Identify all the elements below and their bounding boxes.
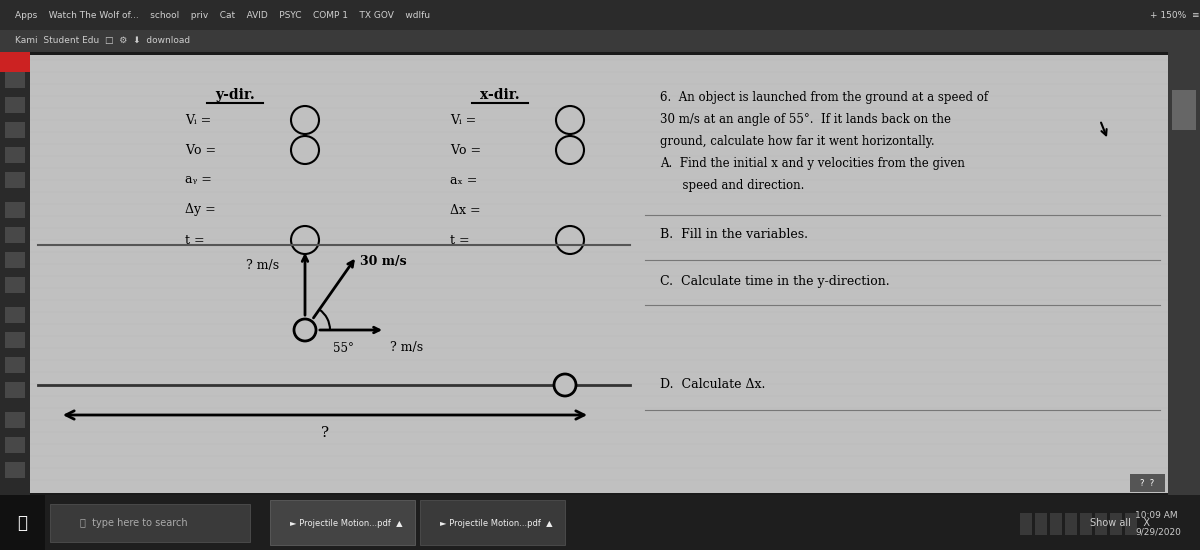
Text: ground, calculate how far it went horizontally.: ground, calculate how far it went horizo…	[660, 135, 935, 149]
Bar	[30, 55, 1168, 493]
Bar	[5, 97, 25, 113]
Bar	[5, 437, 25, 453]
Circle shape	[292, 106, 319, 134]
Bar	[1020, 513, 1032, 535]
Text: x-dir.: x-dir.	[480, 88, 520, 102]
Bar	[0, 52, 30, 72]
Bar	[0, 495, 1200, 550]
Bar	[1080, 513, 1092, 535]
Text: 30 m/s: 30 m/s	[360, 256, 407, 268]
Text: Apps    Watch The Wolf of...    school    priv    Cat    AVID    PSYC    COMP 1 : Apps Watch The Wolf of... school priv Ca…	[14, 12, 430, 20]
Bar	[5, 277, 25, 293]
Text: ► Projectile Motion...pdf  ▲: ► Projectile Motion...pdf ▲	[290, 519, 403, 527]
Text: 6.  An object is launched from the ground at a speed of: 6. An object is launched from the ground…	[660, 91, 988, 104]
Bar	[0, 0, 1200, 30]
Bar	[5, 307, 25, 323]
Bar	[420, 500, 565, 545]
Text: ⌕  type here to search: ⌕ type here to search	[80, 518, 187, 528]
Bar	[5, 172, 25, 188]
Text: speed and direction.: speed and direction.	[660, 179, 804, 192]
Text: + 150%  ≡: + 150% ≡	[1150, 12, 1200, 20]
Text: ⧉: ⧉	[17, 514, 28, 532]
Bar	[1034, 513, 1046, 535]
Bar	[5, 72, 25, 88]
Text: ? m/s: ? m/s	[390, 342, 424, 355]
Bar	[0, 30, 1200, 52]
Text: 9/29/2020: 9/29/2020	[1135, 527, 1181, 536]
Text: D.  Calculate Δx.: D. Calculate Δx.	[660, 378, 766, 392]
Circle shape	[556, 136, 584, 164]
Bar	[50, 504, 250, 542]
Bar	[1066, 513, 1078, 535]
Bar	[5, 462, 25, 478]
Bar	[5, 122, 25, 138]
Text: ► Projectile Motion...pdf  ▲: ► Projectile Motion...pdf ▲	[440, 519, 553, 527]
Text: ?  ?: ? ?	[1140, 478, 1154, 487]
Bar	[1126, 513, 1138, 535]
Bar	[5, 227, 25, 243]
Text: t =: t =	[450, 234, 469, 246]
Bar	[1130, 474, 1165, 492]
Bar	[5, 252, 25, 268]
Circle shape	[556, 106, 584, 134]
Circle shape	[292, 136, 319, 164]
Text: t =: t =	[185, 234, 205, 246]
Circle shape	[294, 319, 316, 341]
Circle shape	[556, 226, 584, 254]
Text: B.  Fill in the variables.: B. Fill in the variables.	[660, 228, 808, 241]
Bar	[0, 52, 30, 495]
Text: 55°: 55°	[334, 342, 354, 355]
Text: 30 m/s at an angle of 55°.  If it lands back on the: 30 m/s at an angle of 55°. If it lands b…	[660, 113, 952, 127]
Text: Kami  Student Edu  □  ⚙  ⬇  download: Kami Student Edu □ ⚙ ⬇ download	[14, 36, 190, 46]
Bar	[1172, 90, 1196, 130]
Text: Vᴏ =: Vᴏ =	[450, 144, 481, 157]
Text: aᵧ =: aᵧ =	[185, 173, 212, 186]
Bar	[1110, 513, 1122, 535]
Circle shape	[292, 226, 319, 254]
Text: Vᵢ =: Vᵢ =	[185, 113, 211, 127]
Bar	[1050, 513, 1062, 535]
Text: 10:09 AM: 10:09 AM	[1135, 510, 1177, 520]
Text: ? m/s: ? m/s	[246, 258, 280, 272]
Bar	[1168, 52, 1200, 495]
Bar	[5, 412, 25, 428]
Bar	[1096, 513, 1108, 535]
Bar	[5, 332, 25, 348]
Text: C.  Calculate time in the y-direction.: C. Calculate time in the y-direction.	[660, 276, 889, 289]
Bar	[5, 147, 25, 163]
Text: y-dir.: y-dir.	[215, 88, 254, 102]
Text: A.  Find the initial x and y velocities from the given: A. Find the initial x and y velocities f…	[660, 157, 965, 170]
Text: Δy =: Δy =	[185, 204, 216, 217]
Text: Vᵢ =: Vᵢ =	[450, 113, 476, 127]
Text: Show all    X: Show all X	[1090, 518, 1150, 528]
Text: aₓ =: aₓ =	[450, 173, 478, 186]
Bar	[5, 202, 25, 218]
Text: ?: ?	[320, 426, 329, 440]
Bar	[270, 500, 415, 545]
Bar	[0, 495, 46, 550]
Bar	[5, 382, 25, 398]
Text: Vᴏ =: Vᴏ =	[185, 144, 216, 157]
Bar	[5, 357, 25, 373]
Text: Δx =: Δx =	[450, 204, 481, 217]
Circle shape	[554, 374, 576, 396]
